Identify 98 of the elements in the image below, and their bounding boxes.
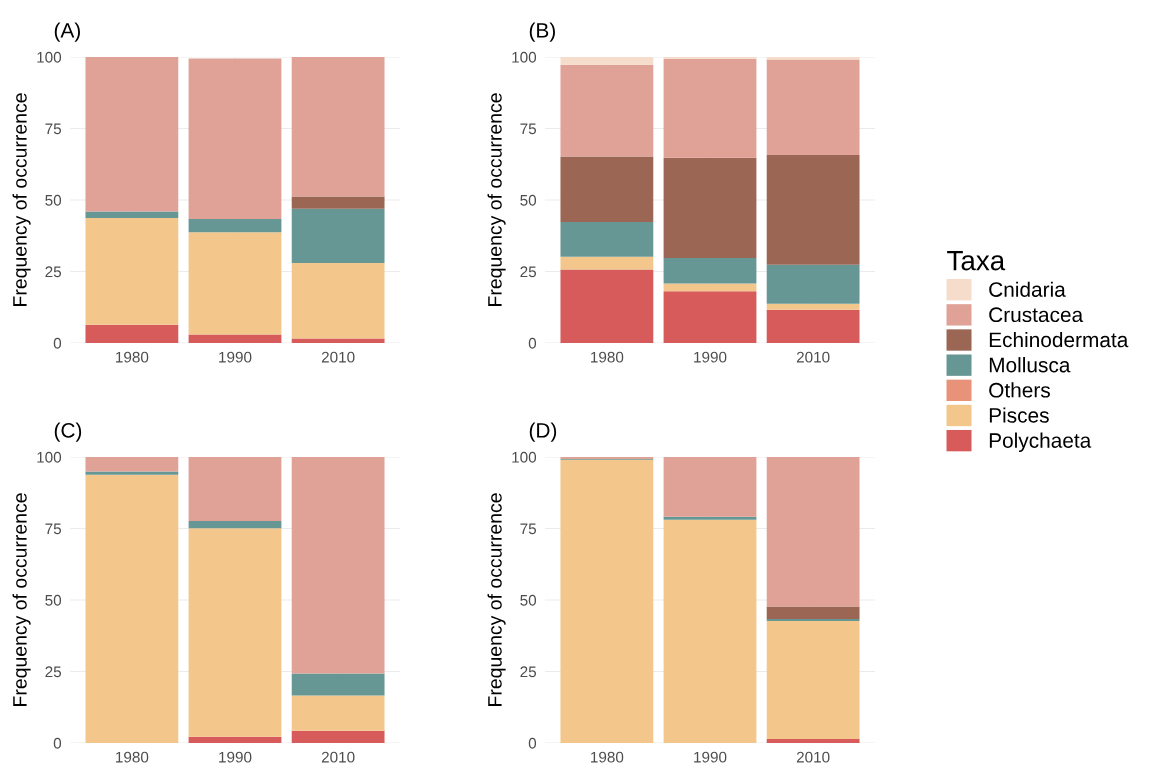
bar xyxy=(85,474,179,743)
bar xyxy=(85,211,179,219)
bar xyxy=(291,695,385,731)
y-tick-label: 100 xyxy=(512,451,537,463)
bar xyxy=(291,730,385,743)
bar xyxy=(85,57,179,212)
bar xyxy=(663,516,757,520)
bar xyxy=(560,64,654,157)
y-tick-label: 50 xyxy=(520,594,537,606)
x-tick-label: 2010 xyxy=(796,751,830,763)
bar xyxy=(766,620,860,739)
legend-label: Echinodermata xyxy=(989,331,1129,348)
chart-title: (D) xyxy=(529,422,557,442)
y-axis-title: Frequency of occurrence xyxy=(12,493,31,706)
bar xyxy=(663,283,757,292)
x-tick-label: 2010 xyxy=(796,351,830,363)
chart-title: (A) xyxy=(54,22,80,42)
bar xyxy=(188,457,282,522)
bar xyxy=(766,57,860,60)
bar xyxy=(188,58,282,219)
y-tick-label: 0 xyxy=(528,737,537,749)
bar xyxy=(663,58,757,158)
bar xyxy=(560,269,654,343)
bar xyxy=(766,155,860,265)
bar xyxy=(85,218,179,325)
bar xyxy=(766,457,860,607)
bar xyxy=(291,673,385,696)
bar xyxy=(291,457,385,674)
x-tick-label: 1990 xyxy=(694,751,727,763)
bar xyxy=(663,519,757,743)
legend-title: Taxa xyxy=(947,251,1006,271)
x-tick-label: 1990 xyxy=(694,351,727,363)
bar xyxy=(85,324,179,343)
bar xyxy=(188,218,282,233)
y-tick-label: 100 xyxy=(37,451,62,463)
bar xyxy=(663,291,757,343)
legend-label: Crustacea xyxy=(989,307,1084,323)
bar xyxy=(188,232,282,335)
y-tick-label: 75 xyxy=(520,523,537,535)
bar xyxy=(766,606,860,619)
bar xyxy=(85,471,179,475)
y-tick-label: 50 xyxy=(520,194,537,206)
x-tick-label: 1990 xyxy=(219,351,252,363)
y-tick-label: 75 xyxy=(520,123,537,135)
y-tick-label: 0 xyxy=(53,337,62,349)
y-tick-label: 0 xyxy=(528,337,537,349)
legend-label: Polychaeta xyxy=(989,432,1092,452)
legend-label: Cnidaria xyxy=(989,281,1066,297)
bar xyxy=(766,739,860,743)
bar xyxy=(560,459,654,743)
x-tick-label: 2010 xyxy=(321,351,355,363)
bar xyxy=(766,309,860,343)
chart-title: (B) xyxy=(529,22,555,42)
legend-label: Mollusca xyxy=(989,357,1071,373)
bar xyxy=(188,528,282,737)
y-tick-label: 75 xyxy=(45,123,62,135)
bar xyxy=(291,196,385,209)
legend-label: Others xyxy=(989,382,1050,398)
y-tick-label: 50 xyxy=(45,194,62,206)
y-tick-label: 0 xyxy=(53,737,62,749)
bar xyxy=(188,334,282,343)
y-axis-title: Frequency of occurrence xyxy=(12,93,31,306)
x-tick-label: 1990 xyxy=(219,751,252,763)
bar xyxy=(766,618,860,621)
y-tick-label: 25 xyxy=(45,266,62,278)
bar xyxy=(188,521,282,529)
x-tick-label: 1980 xyxy=(116,751,149,763)
bar xyxy=(291,262,385,339)
y-tick-label: 25 xyxy=(45,666,62,678)
bar xyxy=(291,208,385,263)
y-axis-title: Frequency of occurrence xyxy=(487,493,506,706)
x-tick-label: 2010 xyxy=(321,751,355,763)
bar xyxy=(291,57,385,197)
chart-title: (C) xyxy=(54,422,82,442)
bar xyxy=(766,59,860,156)
y-tick-label: 100 xyxy=(512,51,537,63)
bar xyxy=(663,457,757,517)
bar xyxy=(766,303,860,310)
y-tick-label: 25 xyxy=(520,266,537,278)
bar xyxy=(766,264,860,304)
y-tick-label: 75 xyxy=(45,523,62,535)
bar xyxy=(188,736,282,743)
x-tick-label: 1980 xyxy=(116,351,149,363)
y-tick-label: 50 xyxy=(45,594,62,606)
bar xyxy=(560,156,654,223)
bar xyxy=(663,157,757,259)
bar xyxy=(663,258,757,284)
x-tick-label: 1980 xyxy=(591,351,624,363)
bar xyxy=(85,457,179,472)
legend-label: Pisces xyxy=(989,407,1049,423)
bar xyxy=(291,338,385,343)
bar xyxy=(560,222,654,257)
bar xyxy=(560,57,654,65)
y-tick-label: 100 xyxy=(37,51,62,63)
x-tick-label: 1980 xyxy=(591,751,624,763)
y-axis-title: Frequency of occurrence xyxy=(487,93,506,306)
bar xyxy=(560,256,654,270)
y-tick-label: 25 xyxy=(520,666,537,678)
